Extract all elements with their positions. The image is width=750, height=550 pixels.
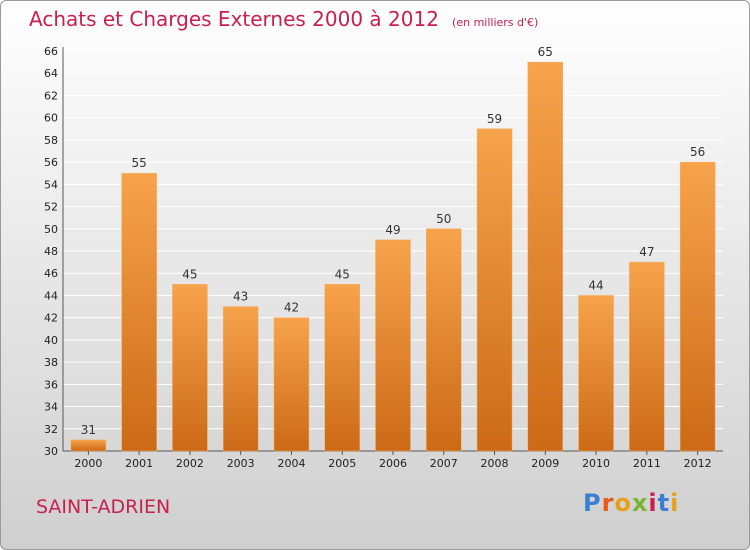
logo-letter: x	[631, 489, 649, 517]
bar-2009	[527, 61, 564, 452]
y-tick-label: 62	[44, 89, 58, 102]
x-tick-label-2002: 2002	[176, 457, 204, 470]
bars	[70, 61, 716, 452]
x-tick-label-2007: 2007	[430, 457, 458, 470]
logo-letter: i	[670, 489, 680, 517]
bar-2004	[273, 317, 310, 452]
logo-letter: t	[657, 489, 671, 517]
y-tick-label: 48	[44, 245, 58, 258]
bar-2000	[70, 439, 107, 452]
y-tick-label: 50	[44, 223, 58, 236]
x-tick-label-2005: 2005	[328, 457, 356, 470]
y-tick-label: 44	[44, 289, 58, 302]
y-tick-label: 36	[44, 378, 58, 391]
bar-2001	[121, 172, 157, 452]
logo-letter: o	[614, 489, 632, 517]
value-label-2001: 55	[132, 156, 147, 170]
bar-2010	[578, 295, 614, 452]
bar-2006	[375, 239, 411, 452]
x-tick-label-2003: 2003	[227, 457, 255, 470]
y-tick-label: 32	[44, 423, 58, 436]
value-label-2004: 42	[284, 301, 299, 315]
value-label-2012: 56	[690, 145, 705, 159]
bar-2008	[476, 128, 513, 452]
chart-header: Achats et Charges Externes 2000 à 2012 (…	[29, 7, 538, 31]
x-tick-label-2000: 2000	[74, 457, 102, 470]
bar-2005	[324, 284, 360, 452]
value-label-2002: 45	[182, 267, 197, 281]
chart-title: Achats et Charges Externes 2000 à 2012	[29, 7, 439, 31]
y-tick-label: 52	[44, 201, 58, 214]
value-label-2003: 43	[233, 290, 248, 304]
value-labels: 31 55 45 43 42 45 49 50 59 65 44 47 56	[81, 45, 706, 437]
y-tick-label: 42	[44, 312, 58, 325]
logo-letter: P	[583, 489, 602, 517]
y-tick-label: 60	[44, 112, 58, 125]
y-axis-ticks: 30 32 34 36 38 40 42 44 46 48 50 52 54 56 58 60 62 64 66	[44, 45, 58, 458]
y-tick-label: 46	[44, 267, 58, 280]
chart-unit: (en milliers d'€)	[452, 16, 539, 29]
y-tick-label: 40	[44, 334, 58, 347]
x-tick-label-2008: 2008	[481, 457, 509, 470]
y-tick-label: 34	[44, 401, 58, 414]
value-label-2009: 65	[538, 45, 553, 59]
y-tick-label: 30	[44, 445, 58, 458]
x-tick-label-2006: 2006	[379, 457, 407, 470]
x-tick-label-2009: 2009	[531, 457, 559, 470]
x-tick-label-2012: 2012	[684, 457, 712, 470]
value-label-2000: 31	[81, 423, 96, 437]
y-tick-label: 56	[44, 156, 58, 169]
y-tick-label: 64	[44, 67, 58, 80]
bar-chart: 30 32 34 36 38 40 42 44 46 48 50 52 54 56 58 60 62 64 66 3…	[44, 45, 723, 470]
y-tick-label: 54	[44, 178, 58, 191]
value-label-2010: 44	[588, 278, 603, 292]
value-label-2008: 59	[487, 112, 502, 126]
y-tick-label: 58	[44, 134, 58, 147]
proxiti-logo[interactable]: Proxiti	[583, 489, 679, 517]
bar-2003	[222, 306, 259, 452]
commune-name: SAINT-ADRIEN	[36, 496, 171, 518]
y-tick-label: 38	[44, 356, 58, 369]
logo-letter: r	[601, 489, 615, 517]
bar-2012	[679, 161, 716, 452]
x-tick-label-2010: 2010	[582, 457, 610, 470]
value-label-2007: 50	[436, 212, 451, 226]
y-tick-label: 66	[44, 45, 58, 58]
bar-2007	[426, 228, 462, 452]
x-tick-label-2001: 2001	[125, 457, 153, 470]
x-tick-label-2011: 2011	[633, 457, 661, 470]
bar-2011	[629, 261, 665, 452]
logo-letter: i	[648, 489, 658, 517]
x-axis-ticks: 2000 2001 2002 2003 2004 2005 2006 2007 2008 2009…	[74, 451, 712, 470]
value-label-2011: 47	[639, 245, 654, 259]
value-label-2005: 45	[335, 267, 350, 281]
value-label-2006: 49	[385, 223, 400, 237]
bar-2002	[172, 284, 208, 452]
x-tick-label-2004: 2004	[277, 457, 305, 470]
